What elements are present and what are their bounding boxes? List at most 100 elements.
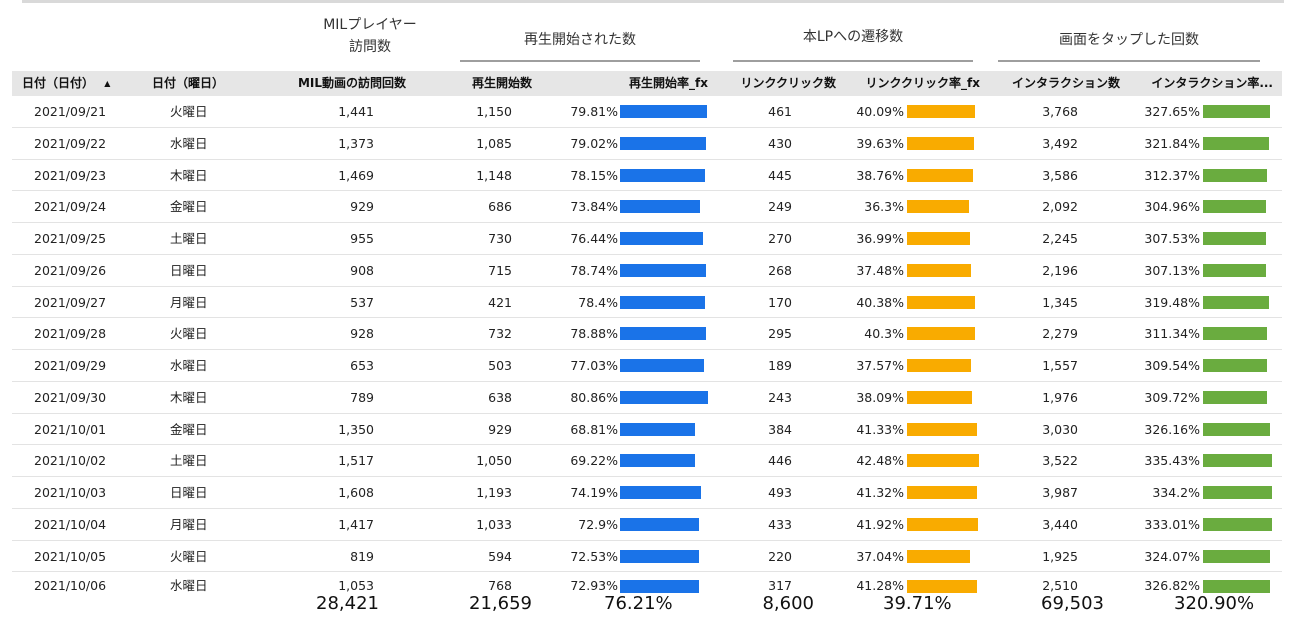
cell-visits: 928	[350, 326, 374, 342]
cell-play-rate: 78.74%	[570, 262, 618, 278]
cell-date: 2021/09/24	[34, 199, 107, 215]
play-rate-bar	[620, 359, 704, 372]
cell-plays: 1,085	[476, 135, 512, 151]
cell-weekday: 木曜日	[170, 167, 208, 183]
column-header-click-rate[interactable]: リンククリック率_fx	[865, 76, 980, 90]
interaction-rate-bar	[1203, 486, 1272, 499]
cell-weekday: 月曜日	[170, 294, 208, 310]
cell-click-rate: 38.76%	[856, 167, 904, 183]
cell-weekday: 日曜日	[170, 485, 208, 500]
cell-interactions: 1,976	[1042, 389, 1078, 405]
cell-date: 2021/09/25	[34, 231, 107, 246]
cell-interactions: 2,196	[1042, 262, 1078, 278]
cell-click-rate: 40.09%	[856, 104, 904, 119]
cell-clicks: 268	[768, 262, 792, 278]
click-rate-bar	[907, 390, 972, 404]
column-header-plays[interactable]: 再生開始数	[471, 76, 532, 90]
column-header-date[interactable]: 日付（日付） ▲	[22, 71, 110, 96]
column-header-play-rate[interactable]: 再生開始率_fx	[629, 76, 708, 90]
cell-play-rate: 79.81%	[570, 104, 618, 119]
cell-play-rate: 69.22%	[570, 453, 618, 469]
table-row[interactable]: 2021/09/29 水曜日 653 503 77.03% 189 37.57% 1,557 3…	[12, 350, 1282, 382]
cell-weekday: 水曜日	[170, 358, 208, 373]
cell-click-rate: 37.48%	[856, 262, 904, 278]
table-row[interactable]: 2021/09/21 火曜日 1,441 1,150 79.81% 461 40.09% 3,…	[12, 96, 1282, 128]
play-rate-bar	[620, 263, 706, 277]
cell-plays: 768	[488, 578, 512, 594]
cell-date: 2021/10/01	[34, 421, 107, 437]
cell-interactions: 3,030	[1042, 421, 1078, 437]
cell-plays: 686	[488, 199, 512, 215]
table-row[interactable]: 2021/09/24 金曜日 929 686 73.84% 249 36.3% 2,092 30…	[12, 191, 1282, 223]
click-rate-bar	[907, 168, 973, 182]
cell-date: 2021/09/23	[34, 167, 107, 183]
table-row[interactable]: 2021/10/02 土曜日 1,517 1,050 69.22% 446 42.48% 3,…	[12, 445, 1282, 477]
cell-clicks: 220	[768, 548, 792, 564]
table-row[interactable]: 2021/10/05 火曜日 819 594 72.53% 220 37.04% 1,925 3…	[12, 541, 1282, 573]
cell-click-rate: 41.32%	[856, 485, 904, 500]
click-rate-bar	[907, 200, 969, 214]
cell-play-rate: 79.02%	[570, 135, 618, 151]
cell-visits: 653	[350, 358, 374, 373]
table-row[interactable]: 2021/09/22 水曜日 1,373 1,085 79.02% 430 39.63% 3,…	[12, 128, 1282, 160]
cell-clicks: 384	[768, 421, 792, 437]
cell-clicks: 189	[768, 358, 792, 373]
column-header-clicks[interactable]: リンククリック数	[740, 76, 836, 90]
cell-clicks: 170	[768, 294, 792, 310]
column-header-visits[interactable]: MIL動画の訪問回数	[297, 76, 406, 90]
table-row[interactable]: 2021/09/26 日曜日 908 715 78.74% 268 37.48% 2,196 3…	[12, 255, 1282, 287]
cell-click-rate: 39.63%	[856, 135, 904, 151]
cell-plays: 1,033	[476, 516, 512, 532]
cell-interactions: 2,279	[1042, 326, 1078, 342]
cell-interaction-rate: 304.96%	[1144, 199, 1200, 215]
table-row[interactable]: 2021/09/23 木曜日 1,469 1,148 78.15% 445 38.76% 3,…	[12, 160, 1282, 192]
cell-visits: 1,350	[338, 421, 374, 437]
cell-interaction-rate: 307.13%	[1144, 262, 1200, 278]
top-divider	[22, 0, 1284, 3]
cell-plays: 1,150	[476, 104, 512, 119]
play-rate-bar	[620, 580, 700, 594]
cell-play-rate: 77.03%	[570, 358, 618, 373]
total-interactions: 69,503	[1041, 593, 1104, 614]
cell-play-rate: 76.44%	[570, 231, 618, 246]
table-row[interactable]: 2021/09/28 火曜日 928 732 78.88% 295 40.3% 2,279 31…	[12, 318, 1282, 350]
column-header-date-label: 日付（日付）	[22, 76, 95, 90]
cell-click-rate: 41.92%	[856, 516, 904, 532]
cell-clicks: 446	[768, 453, 792, 469]
click-rate-bar	[907, 549, 970, 563]
cell-clicks: 433	[768, 516, 792, 532]
cell-date: 2021/09/26	[34, 262, 107, 278]
table-row[interactable]: 2021/10/04 月曜日 1,417 1,033 72.9% 433 41.92% 3,4…	[12, 509, 1282, 541]
click-rate-bar	[907, 486, 977, 499]
cell-interactions: 2,092	[1042, 199, 1078, 215]
cell-date: 2021/10/04	[34, 516, 107, 532]
interaction-rate-bar	[1203, 295, 1269, 309]
cell-date: 2021/10/06	[34, 578, 107, 594]
cell-clicks: 317	[768, 578, 792, 594]
cell-click-rate: 41.33%	[856, 421, 904, 437]
table-row[interactable]: 2021/09/30 木曜日 789 638 80.86% 243 38.09% 1,976 3…	[12, 382, 1282, 414]
column-header-weekday[interactable]: 日付（曜日）	[152, 76, 225, 90]
column-header-interactions[interactable]: インタラクション数	[1011, 76, 1120, 90]
table-row[interactable]: 2021/09/25 土曜日 955 730 76.44% 270 36.99% 2,245 3…	[12, 223, 1282, 255]
click-rate-bar	[907, 454, 979, 468]
play-rate-bar	[620, 200, 701, 214]
cell-weekday: 火曜日	[170, 326, 208, 342]
cell-interactions: 3,586	[1042, 167, 1078, 183]
click-rate-bar	[907, 359, 971, 372]
cell-date: 2021/09/30	[34, 389, 107, 405]
table-row[interactable]: 2021/10/01 金曜日 1,350 929 68.81% 384 41.33% 3,03…	[12, 414, 1282, 446]
play-rate-bar	[620, 390, 708, 404]
cell-play-rate: 68.81%	[570, 421, 618, 437]
cell-interaction-rate: 309.72%	[1144, 389, 1200, 405]
cell-interaction-rate: 307.53%	[1144, 231, 1200, 246]
cell-date: 2021/09/28	[34, 326, 107, 342]
table-row[interactable]: 2021/10/06 水曜日 1,053 768 72.93% 317 41.28% 2,51…	[12, 572, 1282, 604]
sort-ascending-icon[interactable]: ▲	[104, 79, 111, 88]
table-row[interactable]: 2021/09/27 月曜日 537 421 78.4% 170 40.38% 1,345 31…	[12, 287, 1282, 319]
table-row[interactable]: 2021/10/03 日曜日 1,608 1,193 74.19% 493 41.32% 3,…	[12, 477, 1282, 509]
column-header-interaction-rate[interactable]: インタラクション率...	[1151, 76, 1273, 90]
play-rate-bar	[620, 327, 706, 341]
cell-interactions: 3,440	[1042, 516, 1078, 532]
cell-click-rate: 36.99%	[856, 231, 904, 246]
